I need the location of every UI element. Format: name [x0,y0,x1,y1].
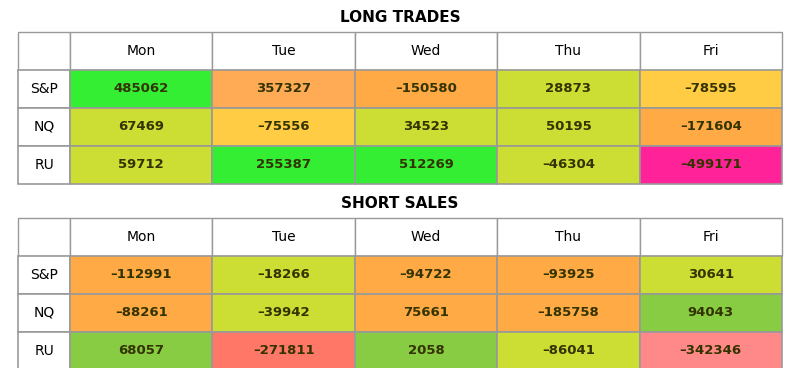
Bar [70,146,213,184]
Text: Wed: Wed [411,230,441,244]
Text: Thu: Thu [555,44,582,58]
Text: 255387: 255387 [256,159,311,171]
Text: Tue: Tue [272,44,295,58]
Bar [70,70,213,108]
Bar [18,218,70,256]
Bar [498,146,640,184]
Bar [498,294,640,332]
Bar [640,146,782,184]
Bar [498,218,640,256]
Bar [70,332,213,368]
Bar [18,70,70,108]
Text: 34523: 34523 [403,120,449,134]
Bar [498,108,640,146]
Bar [213,70,355,108]
Text: 357327: 357327 [256,82,311,96]
Bar [640,32,782,70]
Text: 67469: 67469 [118,120,164,134]
Text: LONG TRADES: LONG TRADES [340,11,460,25]
Bar [355,256,498,294]
Text: 30641: 30641 [688,269,734,282]
Text: –171604: –171604 [680,120,742,134]
Bar [18,146,70,184]
Text: –88261: –88261 [115,307,167,319]
Text: NQ: NQ [34,306,54,320]
Bar [213,146,355,184]
Text: Thu: Thu [555,230,582,244]
Text: S&P: S&P [30,268,58,282]
Bar [18,332,70,368]
Bar [498,256,640,294]
Text: Mon: Mon [126,230,156,244]
Bar [213,32,355,70]
Bar [18,108,70,146]
Bar [355,146,498,184]
Bar [70,256,213,294]
Text: –94722: –94722 [400,269,452,282]
Text: –78595: –78595 [685,82,737,96]
Bar [498,32,640,70]
Bar [18,294,70,332]
Bar [70,218,213,256]
Bar [498,70,640,108]
Text: –86041: –86041 [542,344,595,357]
Text: 28873: 28873 [546,82,591,96]
Text: NQ: NQ [34,120,54,134]
Text: –150580: –150580 [395,82,457,96]
Text: RU: RU [34,158,54,172]
Text: 59712: 59712 [118,159,164,171]
Text: 94043: 94043 [688,307,734,319]
Bar [355,332,498,368]
Bar [70,294,213,332]
Bar [640,332,782,368]
Bar [213,218,355,256]
Bar [640,256,782,294]
Text: –93925: –93925 [542,269,594,282]
Bar [640,218,782,256]
Bar [640,70,782,108]
Text: –75556: –75556 [258,120,310,134]
Text: Fri: Fri [702,44,719,58]
Text: 68057: 68057 [118,344,164,357]
Bar [70,108,213,146]
Text: –342346: –342346 [680,344,742,357]
Bar [355,108,498,146]
Text: Fri: Fri [702,230,719,244]
Bar [18,256,70,294]
Bar [213,294,355,332]
Text: Wed: Wed [411,44,441,58]
Text: S&P: S&P [30,82,58,96]
Bar [640,108,782,146]
Text: Mon: Mon [126,44,156,58]
Text: –18266: –18266 [258,269,310,282]
Bar [213,108,355,146]
Text: RU: RU [34,344,54,358]
Text: 50195: 50195 [546,120,591,134]
Text: 485062: 485062 [114,82,169,96]
Text: –112991: –112991 [110,269,172,282]
Text: –185758: –185758 [538,307,599,319]
Bar [355,294,498,332]
Bar [213,332,355,368]
Text: SHORT SALES: SHORT SALES [342,197,458,212]
Bar [498,332,640,368]
Text: –499171: –499171 [680,159,742,171]
Bar [70,32,213,70]
Bar [355,218,498,256]
Text: 512269: 512269 [398,159,454,171]
Text: –39942: –39942 [258,307,310,319]
Text: –46304: –46304 [542,159,595,171]
Bar [355,32,498,70]
Bar [640,294,782,332]
Text: –271811: –271811 [253,344,314,357]
Text: Tue: Tue [272,230,295,244]
Bar [355,70,498,108]
Text: 2058: 2058 [408,344,444,357]
Bar [213,256,355,294]
Text: 75661: 75661 [403,307,449,319]
Bar [18,32,70,70]
